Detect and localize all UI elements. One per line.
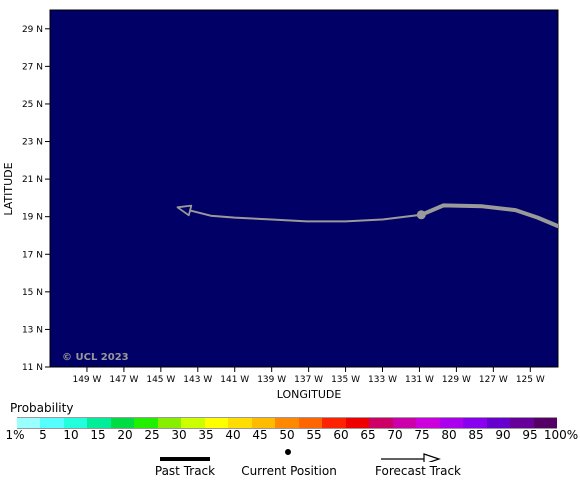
watermark: © UCL 2023 [62, 352, 129, 363]
legend-swatch [134, 418, 158, 428]
lon-tick-label: 135 W [331, 375, 360, 385]
lat-tick-label: 19 N [22, 213, 43, 223]
lon-tick-label: 147 W [109, 375, 138, 385]
lat-tick-label: 21 N [22, 175, 43, 185]
forecast-arrowhead [176, 204, 193, 217]
lat-tick-label: 17 N [22, 250, 43, 260]
legend-tick-label: 60 [333, 428, 349, 442]
lon-tick-label: 125 W [516, 375, 545, 385]
legend-swatch [345, 418, 370, 428]
past-track-label: Past Track [154, 464, 216, 478]
current-position-dot-icon [285, 449, 291, 455]
past-track-line-icon [160, 457, 210, 461]
track-layer [176, 203, 558, 229]
legend-tick-label: 50 [279, 428, 295, 442]
legend-tick-label: 90 [495, 428, 511, 442]
legend-tick-label: 40 [225, 428, 241, 442]
legend-swatch [204, 418, 229, 428]
latitude-axis: 29 N 27 N 25 N 23 N 21 N 19 N 17 N 15 N 13 N 11 N [22, 25, 50, 373]
legend-swatch [63, 418, 88, 428]
legend-swatch [322, 418, 346, 428]
legend-tick-label: 20 [117, 428, 133, 442]
probability-scale-labels: 1% 5 10 15 20 25 30 35 40 45 50 55 60 65 70 75 80 85 90 95 1… [0, 428, 580, 444]
lon-tick-label: 141 W [220, 375, 249, 385]
lat-tick-label: 15 N [22, 288, 43, 298]
legend-swatch [275, 418, 299, 428]
key-past-track: Past Track [146, 448, 224, 482]
x-axis-title: LONGITUDE [277, 388, 342, 400]
legend-swatch [87, 418, 111, 428]
lat-tick-label: 29 N [22, 25, 43, 35]
legend-swatch [369, 418, 393, 428]
legend-tick-label: 5 [39, 428, 47, 442]
legend-swatch [463, 418, 487, 428]
lon-tick-label: 145 W [146, 375, 175, 385]
legend-swatch [157, 418, 182, 428]
lon-tick-label: 137 W [294, 375, 323, 385]
legend-tick-label: 75 [414, 428, 430, 442]
y-axis-title: LATITUDE [2, 162, 15, 215]
forecast-track-label: Forecast Track [375, 464, 461, 478]
legend-tick-label: 10 [63, 428, 79, 442]
legend-swatch [486, 418, 511, 428]
legend-tick-label: 95 [522, 428, 538, 442]
lon-tick-label: 129 W [442, 375, 471, 385]
key-forecast-track: Forecast Track [366, 448, 470, 482]
legend-swatch [17, 418, 41, 428]
legend-swatch [40, 418, 64, 428]
forecast-track-arrow-icon [381, 453, 441, 465]
lon-tick-label: 139 W [257, 375, 286, 385]
legend-tick-label: 35 [198, 428, 214, 442]
lon-tick-label: 127 W [479, 375, 508, 385]
legend-tick-label: 70 [387, 428, 403, 442]
legend-swatch [181, 418, 205, 428]
legend-title: Probability [10, 401, 74, 415]
storm-track-map: 29 N 27 N 25 N 23 N 21 N 19 N 17 N 15 N 13 N 11 N… [2, 9, 559, 400]
current-position-marker [416, 210, 426, 220]
legend-tick-label: 85 [468, 428, 484, 442]
key-current-position: Current Position [235, 448, 343, 482]
lat-tick-label: 13 N [22, 325, 43, 335]
legend-tick-label: 45 [252, 428, 268, 442]
legend-tick-label: 80 [441, 428, 457, 442]
legend-swatch [298, 418, 323, 428]
lat-tick-label: 27 N [22, 62, 43, 72]
legend-swatch [510, 418, 534, 428]
legend-tick-label: 65 [360, 428, 376, 442]
legend-tick-label: 30 [171, 428, 187, 442]
lat-tick-label: 23 N [22, 138, 43, 148]
lon-tick-label: 143 W [183, 375, 212, 385]
lat-tick-label: 11 N [22, 363, 43, 373]
legend-swatch [533, 418, 558, 428]
lon-tick-label: 149 W [72, 375, 101, 385]
legend-tick-label: 100% [543, 428, 579, 442]
legend-swatch [110, 418, 135, 428]
lon-tick-label: 131 W [405, 375, 434, 385]
legend-swatch [439, 418, 464, 428]
current-position-label: Current Position [241, 464, 337, 478]
past-track-line [419, 203, 558, 229]
legend-swatch [392, 418, 417, 428]
legend-swatch [416, 418, 440, 428]
legend-tick-label: 1% [5, 428, 25, 442]
legend-tick-label: 25 [144, 428, 160, 442]
forecast-track-line [177, 206, 422, 223]
longitude-axis: 149 W 147 W 145 W 143 W 141 W 139 W 137 W 135 W… [72, 367, 545, 385]
lat-tick-label: 25 N [22, 100, 43, 110]
legend-swatch [251, 418, 276, 428]
probability-color-bar [17, 417, 558, 429]
ocean-plot-area [49, 9, 559, 368]
legend-swatch [228, 418, 252, 428]
lon-tick-label: 133 W [368, 375, 397, 385]
legend-tick-label: 15 [90, 428, 106, 442]
legend-tick-label: 55 [306, 428, 322, 442]
